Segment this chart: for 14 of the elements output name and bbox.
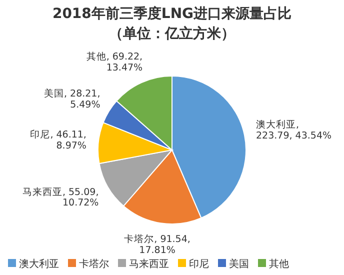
data-label: 其他, 69.22, 13.47%	[86, 50, 143, 74]
legend-label: 其他	[269, 258, 289, 270]
data-label: 澳大利亚, 223.79, 43.54%	[256, 118, 332, 142]
data-label: 卡塔尔, 91.54, 17.81%	[124, 232, 190, 256]
legend-label: 美国	[229, 258, 249, 270]
data-label: 美国, 28.21, 5.49%	[44, 88, 100, 111]
legend-label: 卡塔尔	[79, 258, 109, 270]
data-label: 马来西亚, 55.09, 10.72%	[22, 186, 99, 209]
chart-subtitle: （单位：亿立方米）	[109, 25, 235, 42]
legend-label: 马来西亚	[129, 258, 169, 270]
data-label: 印尼, 46.11, 8.97%	[30, 128, 86, 152]
legend-label: 印尼	[189, 258, 209, 270]
chart-title: 2018年前三季度LNG进口来源量占比	[52, 5, 292, 22]
legend-label: 澳大利亚	[19, 258, 59, 270]
